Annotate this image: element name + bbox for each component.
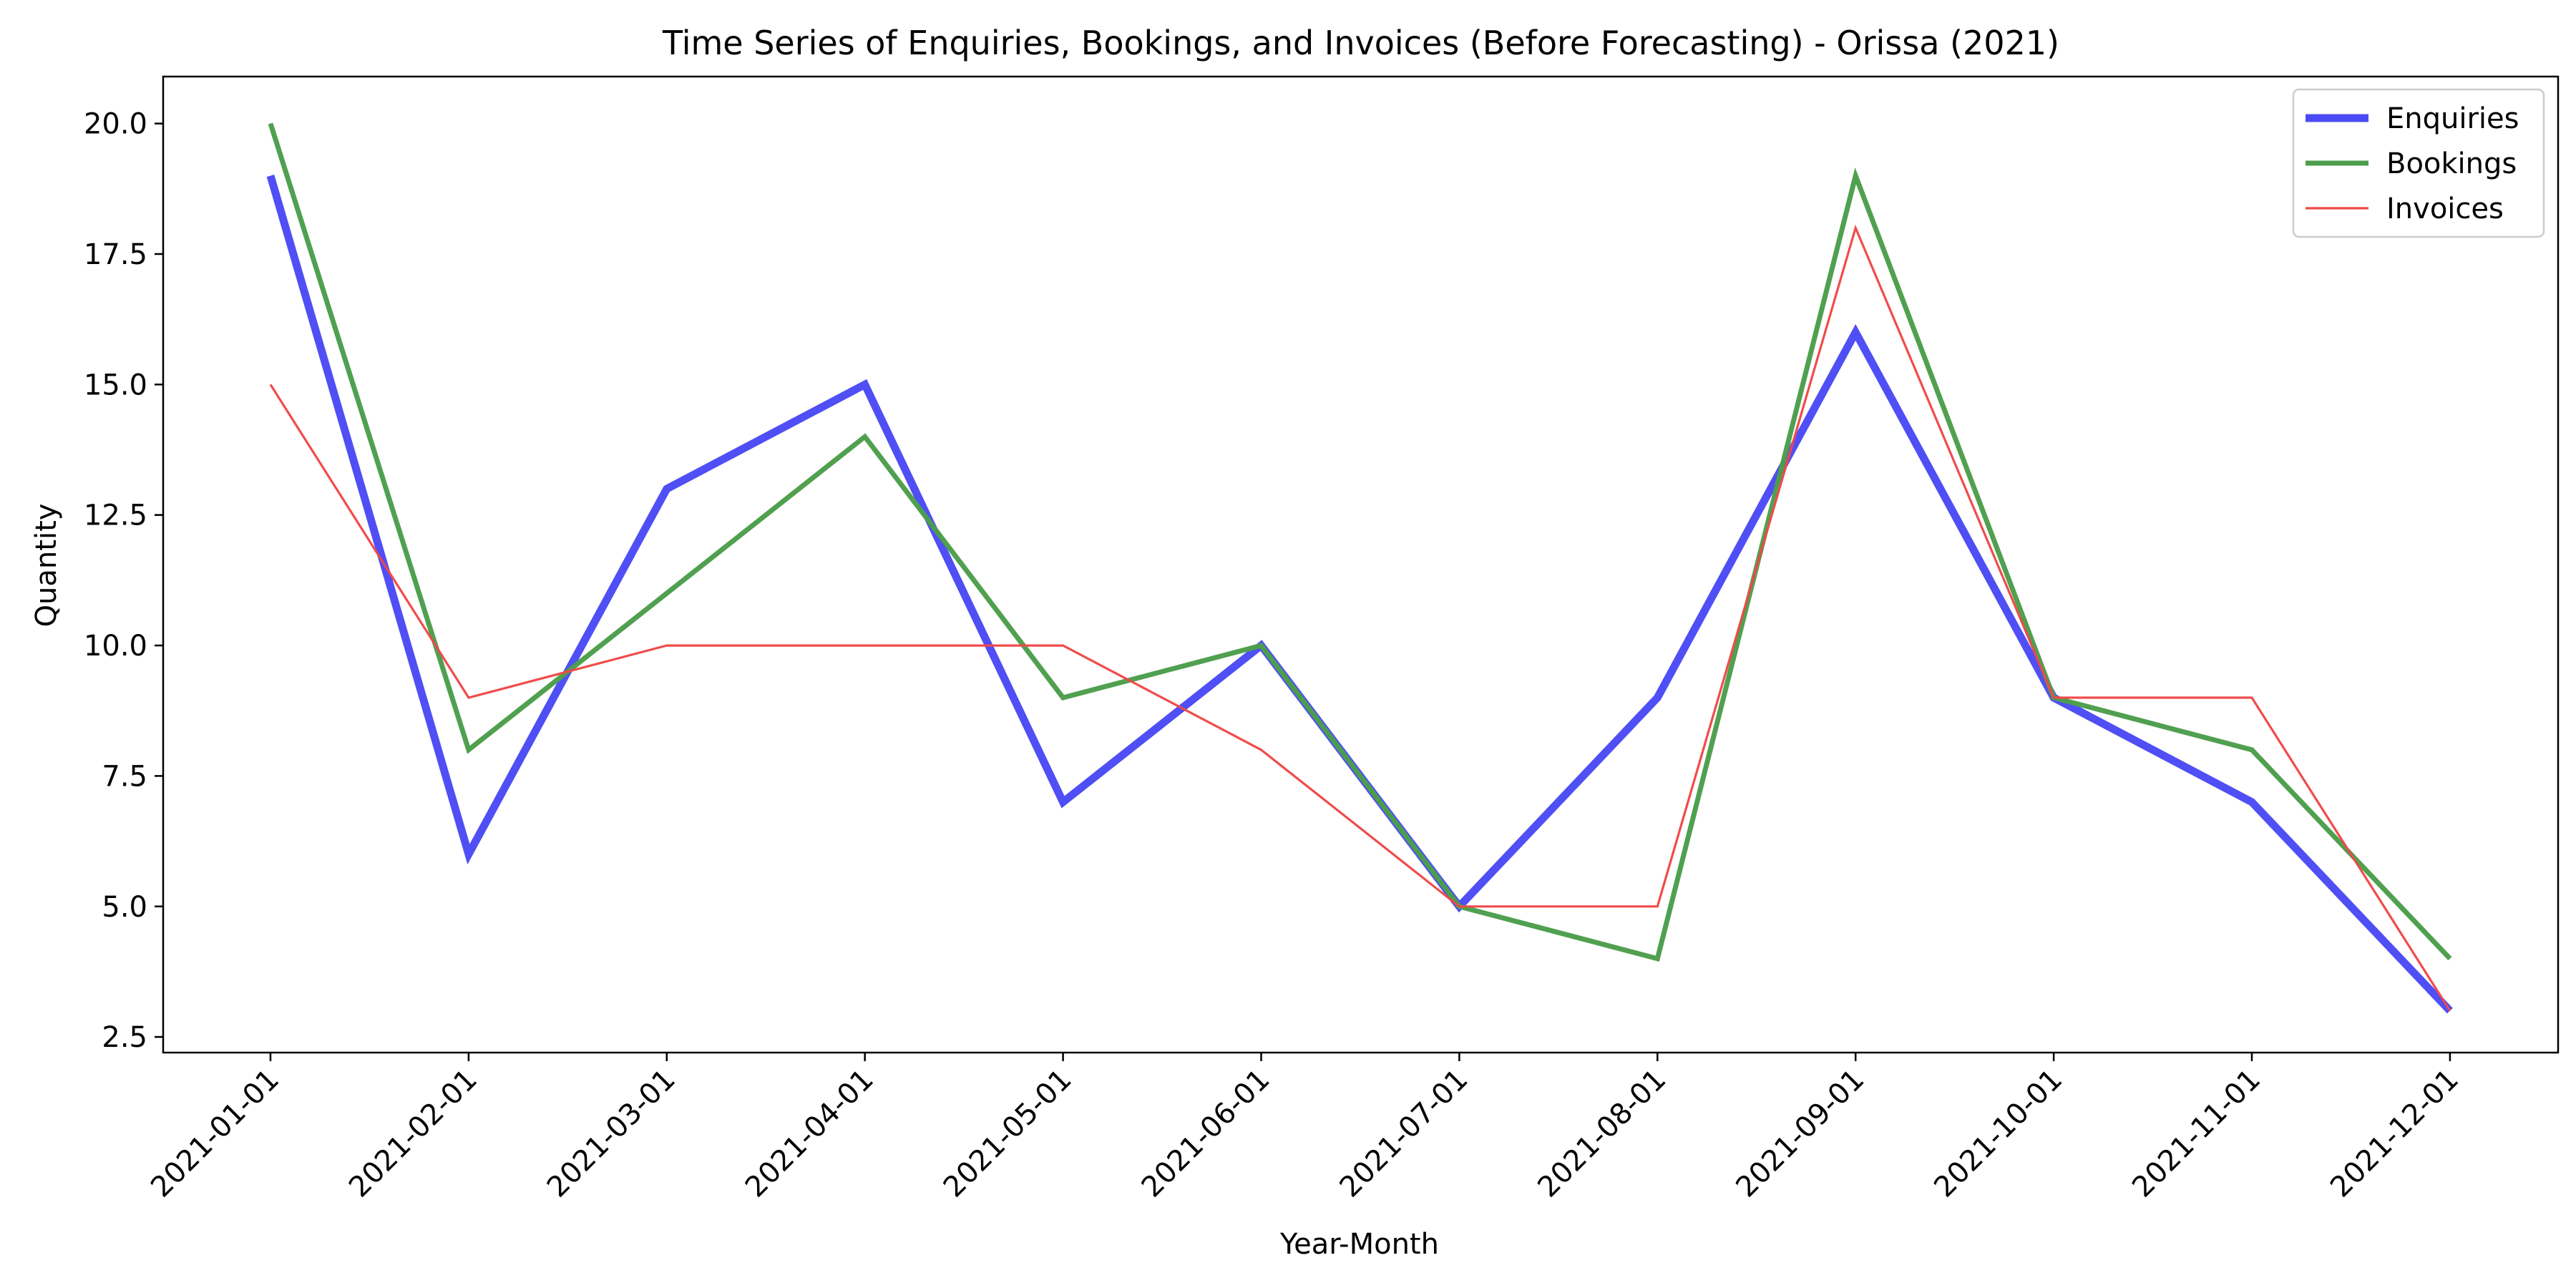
x-tick-label: 2021-06-01 xyxy=(1136,1063,1277,1204)
y-axis-label: Quantity xyxy=(30,504,63,628)
y-tick-label: 20.0 xyxy=(84,108,147,141)
legend: Enquiries Bookings Invoices xyxy=(2292,88,2545,238)
x-axis-label: Year-Month xyxy=(1279,1228,1439,1261)
x-tick-label: 2021-02-01 xyxy=(343,1063,484,1204)
plot-frame xyxy=(162,75,2560,1054)
y-tick-label: 10.0 xyxy=(84,630,147,663)
series-line-enquiries xyxy=(266,175,2453,1014)
x-tick-label: 2021-07-01 xyxy=(1334,1063,1475,1204)
legend-label: Bookings xyxy=(2386,147,2517,180)
series-line-bookings xyxy=(268,122,2452,962)
x-tick-label: 2021-08-01 xyxy=(1531,1063,1672,1204)
x-tick-label: 2021-03-01 xyxy=(541,1063,682,1204)
series-line-invoices xyxy=(269,224,2451,1012)
legend-label: Enquiries xyxy=(2386,102,2519,135)
legend-box xyxy=(2292,88,2545,238)
y-tick-label: 12.5 xyxy=(84,499,147,532)
x-tick-label: 2021-05-01 xyxy=(937,1063,1078,1204)
y-tick-label: 7.5 xyxy=(102,760,147,793)
chart-title: Time Series of Enquiries, Bookings, and … xyxy=(662,24,2059,62)
x-axis: 2021-01-01 2021-02-01 2021-03-01 2021-04-01… xyxy=(145,1053,2465,1204)
plot-series xyxy=(266,122,2453,1014)
y-tick-label: 5.0 xyxy=(102,891,147,924)
y-tick-label: 15.0 xyxy=(84,369,147,401)
x-tick-label: 2021-04-01 xyxy=(739,1063,880,1204)
x-tick-label: 2021-10-01 xyxy=(1928,1063,2069,1204)
y-tick-label: 2.5 xyxy=(102,1021,147,1054)
x-tick-label: 2021-11-01 xyxy=(2126,1063,2267,1204)
y-axis: 2.5 5.0 7.5 10.0 12.5 15.0 17.5 20.0 xyxy=(84,108,163,1054)
x-tick-label: 2021-12-01 xyxy=(2324,1063,2465,1204)
y-tick-label: 17.5 xyxy=(84,238,147,271)
legend-label: Invoices xyxy=(2386,192,2504,225)
x-tick-label: 2021-09-01 xyxy=(1729,1063,1870,1204)
x-tick-label: 2021-01-01 xyxy=(145,1063,286,1204)
